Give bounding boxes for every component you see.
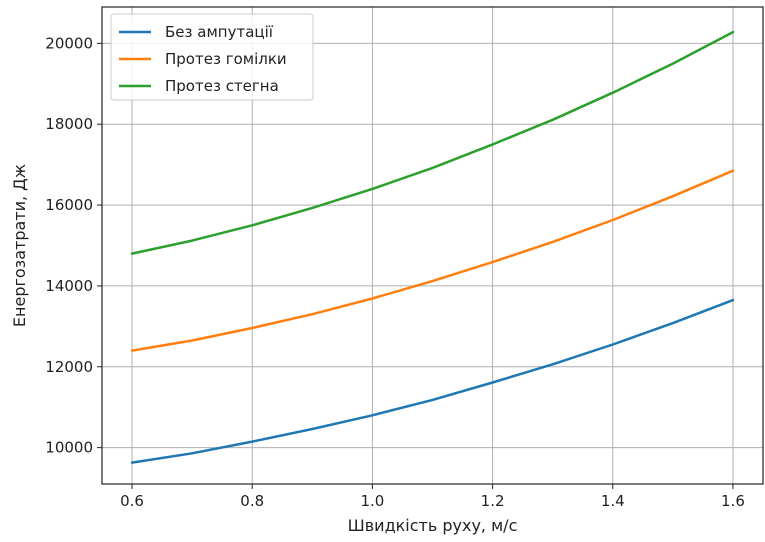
- y-axis-label: Енергозатрати, Дж: [10, 164, 29, 327]
- legend: Без ампутації Протез гомілки Протез стегна: [110, 13, 314, 101]
- y-tick-label: 12000: [45, 358, 93, 376]
- x-tick-label: 1.4: [601, 492, 625, 510]
- plot-frame: [101, 6, 764, 485]
- x-tick-label: 1.0: [360, 492, 384, 510]
- x-tick-label: 0.8: [240, 492, 264, 510]
- legend-label: Протез гомілки: [165, 50, 287, 68]
- legend-label: Протез стегна: [165, 77, 279, 95]
- y-tick-label: 16000: [45, 196, 93, 214]
- x-tick-label: 0.6: [120, 492, 144, 510]
- legend-label: Без ампутації: [165, 23, 274, 41]
- y-tick-label: 10000: [45, 439, 93, 457]
- series-line-2: [130, 169, 735, 352]
- x-tick-label: 1.2: [481, 492, 505, 510]
- series-line-1: [130, 298, 735, 464]
- series-lines: [130, 30, 735, 464]
- x-axis-label: Швидкість руху, м/с: [348, 516, 518, 535]
- y-tick-label: 20000: [45, 34, 93, 52]
- y-tick-label: 18000: [45, 115, 93, 133]
- series-line-3: [130, 30, 735, 255]
- axis-ticks: 0.6 0.8 1.0 1.2 1.4 1.6 10000 12000 14000 16000 18…: [45, 34, 745, 510]
- y-tick-label: 14000: [45, 277, 93, 295]
- x-tick-label: 1.6: [721, 492, 745, 510]
- legend-box: [110, 13, 314, 101]
